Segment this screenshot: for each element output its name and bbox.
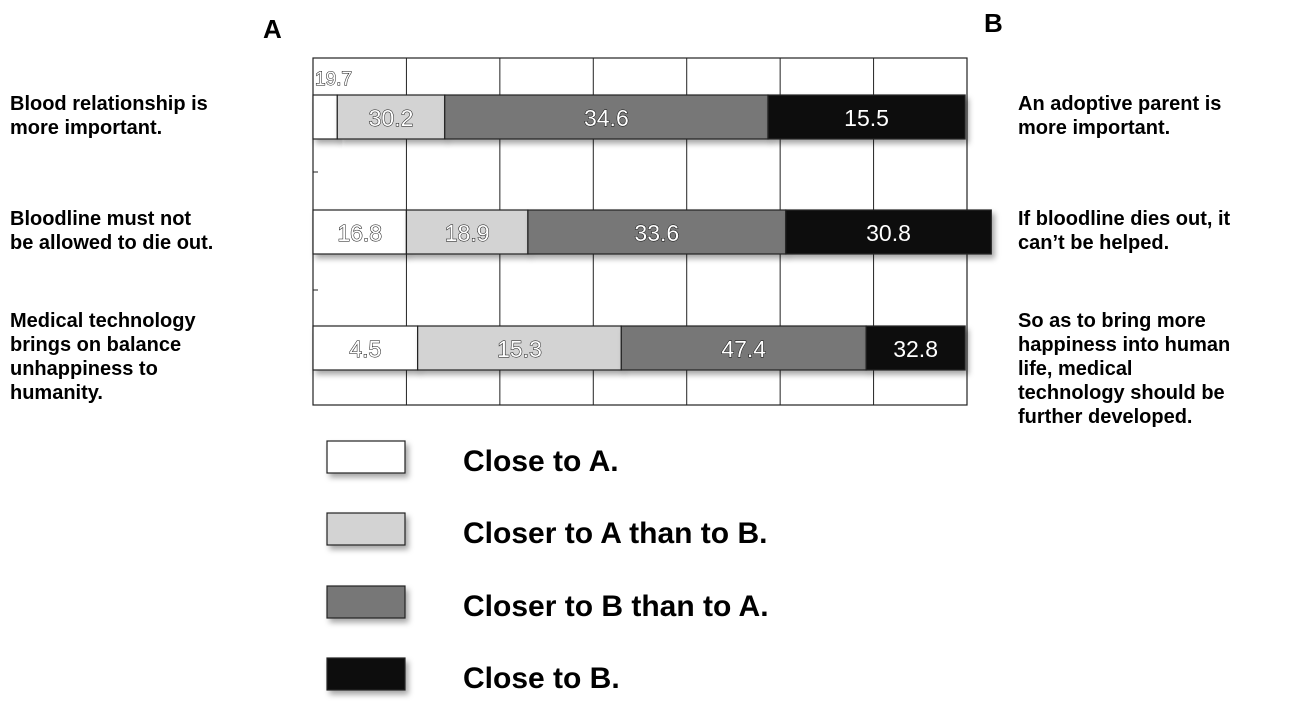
data-label: 16.8 bbox=[337, 220, 382, 246]
row-2-right-label: If bloodline dies out, it can’t be helpe… bbox=[1018, 208, 1231, 254]
data-label: 34.6 bbox=[584, 105, 629, 131]
data-label: 15.5 bbox=[844, 105, 889, 131]
data-label: 4.5 bbox=[349, 336, 381, 362]
row-3-left-label: Medical technology brings on balance unh… bbox=[10, 310, 196, 404]
data-label: 18.9 bbox=[445, 220, 490, 246]
legend: Close to A. Closer to A than to B. Closer … bbox=[326, 440, 769, 695]
data-label: 15.3 bbox=[497, 336, 542, 362]
header-a: A bbox=[263, 14, 282, 44]
data-label: 30.8 bbox=[866, 220, 911, 246]
bar-segment bbox=[620, 325, 867, 371]
row-3-right-label: So as to bring more happiness into human… bbox=[1018, 310, 1231, 428]
legend-label: Close to B. bbox=[463, 662, 620, 695]
bar-segment bbox=[785, 209, 992, 255]
plot-area: 19.7 30.2 34.6 15.5 16.8 18.9 33.6 30.8 4.5 15.3 4… bbox=[312, 57, 992, 406]
row-1-left-label: Blood relationship is more important. bbox=[10, 93, 208, 139]
bar-segment bbox=[444, 94, 769, 140]
bar-segment bbox=[865, 325, 966, 371]
header-b: B bbox=[984, 8, 1003, 38]
data-label: 32.8 bbox=[893, 336, 938, 362]
data-label: 33.6 bbox=[634, 220, 679, 246]
bar-segment bbox=[312, 94, 338, 140]
bar-segment bbox=[312, 325, 419, 371]
legend-swatch bbox=[326, 657, 406, 691]
bar-segment bbox=[336, 94, 446, 140]
legend-swatch bbox=[326, 440, 406, 474]
bar-segment bbox=[527, 209, 787, 255]
data-label: 47.4 bbox=[721, 336, 766, 362]
legend-swatch bbox=[326, 512, 406, 546]
data-label: 19.7 bbox=[315, 69, 352, 90]
bar-segment bbox=[767, 94, 966, 140]
row-1-right-label: An adoptive parent is more important. bbox=[1018, 93, 1222, 139]
data-label: 30.2 bbox=[369, 105, 414, 131]
legend-swatch bbox=[326, 585, 406, 619]
legend-label: Closer to A than to B. bbox=[463, 517, 767, 550]
bar-segment bbox=[312, 209, 408, 255]
bar-segment bbox=[405, 209, 529, 255]
row-2-left-label: Bloodline must not be allowed to die out… bbox=[10, 208, 214, 254]
bar-segment bbox=[417, 325, 622, 371]
legend-label: Close to A. bbox=[463, 445, 619, 478]
legend-label: Closer to B than to A. bbox=[463, 590, 769, 623]
